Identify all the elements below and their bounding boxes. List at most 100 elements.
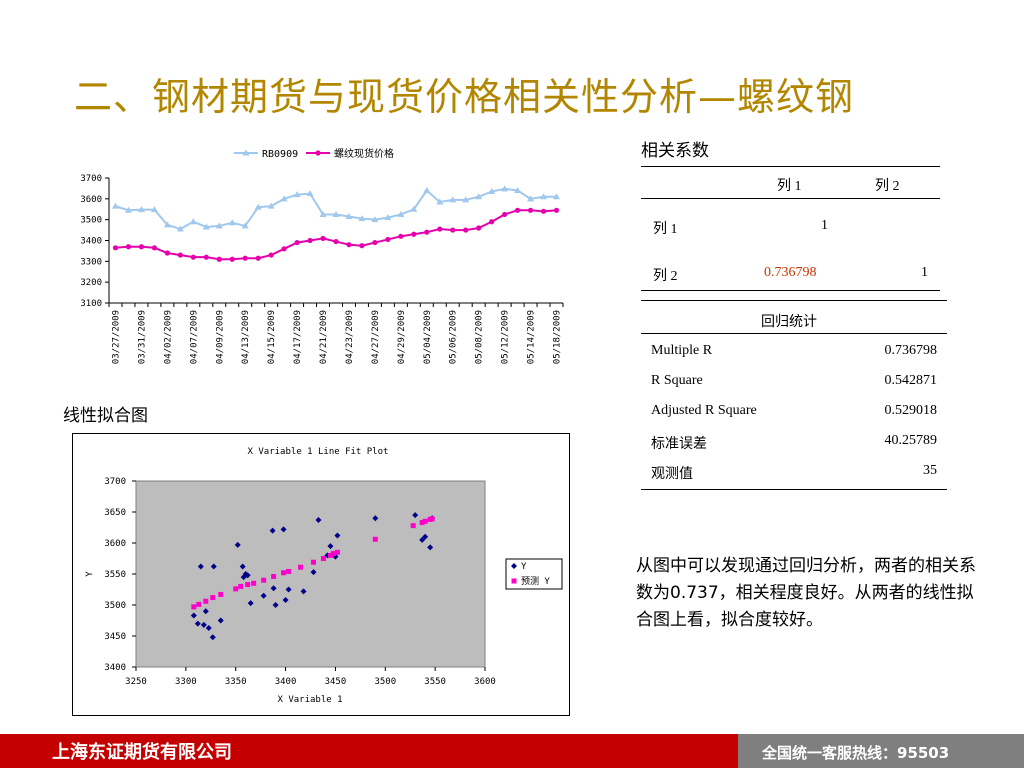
data-point — [307, 237, 313, 244]
predicted-point — [261, 577, 267, 583]
predicted-point — [281, 570, 287, 576]
table-rule — [641, 489, 947, 490]
data-point — [320, 235, 326, 242]
y-point — [209, 634, 216, 641]
y-tick-label: 3700 — [104, 477, 126, 487]
x-tick-label: 04/07/2009 — [189, 310, 199, 364]
data-point — [280, 195, 288, 202]
hotline-text: 全国统一客服热线：95503 — [762, 744, 950, 762]
regression-row-label: Multiple R — [651, 343, 713, 358]
data-point — [332, 210, 340, 217]
data-point — [281, 246, 287, 252]
legend-marker — [242, 149, 250, 156]
data-point — [111, 202, 119, 209]
data-point — [294, 239, 300, 246]
data-point — [112, 245, 119, 251]
y-point — [244, 572, 251, 579]
data-point — [410, 205, 418, 212]
data-point — [202, 223, 210, 230]
y-point — [205, 624, 212, 631]
data-point — [463, 227, 469, 233]
data-point — [372, 239, 378, 246]
predicted-point — [245, 582, 251, 588]
predicted-point — [196, 601, 202, 607]
data-point — [216, 256, 222, 262]
predicted-point — [310, 559, 316, 565]
data-point — [163, 221, 171, 228]
chart-title: X Variable 1 Line Fit Plot — [248, 447, 389, 457]
x-tick-label: 3350 — [225, 677, 247, 687]
data-point — [150, 206, 158, 213]
data-point — [540, 193, 548, 200]
y-tick-label: 3600 — [104, 539, 126, 549]
data-point — [527, 195, 535, 202]
data-point — [398, 233, 404, 239]
predicted-point — [191, 604, 197, 610]
data-point — [228, 219, 236, 226]
predicted-point — [203, 598, 209, 604]
x-tick-label: 04/15/2009 — [267, 310, 277, 364]
x-tick-label: 04/23/2009 — [345, 310, 355, 364]
x-tick-label: 05/12/2009 — [501, 310, 511, 364]
y-point — [200, 621, 207, 628]
data-point — [475, 193, 483, 200]
predicted-point — [286, 569, 292, 575]
corr-heading: 相关系数 — [641, 141, 709, 161]
regression-row-value: 35 — [923, 463, 937, 478]
data-point — [333, 238, 339, 245]
data-point — [527, 207, 534, 213]
y-tick-label: 3550 — [104, 570, 126, 580]
y-point — [194, 620, 201, 627]
legend-label: Y — [521, 562, 527, 572]
regression-row-value: 40.25789 — [884, 433, 938, 448]
y-point — [422, 533, 429, 540]
x-tick-label: 03/27/2009 — [111, 310, 121, 364]
regression-row-value: 0.542871 — [884, 373, 938, 388]
table-rule — [641, 333, 947, 334]
data-point — [242, 255, 248, 261]
y-axis-title: Y — [85, 571, 95, 577]
correlation-table: 列 1 列 2 列 1 1 列 2 0.736798 1 — [641, 166, 941, 292]
data-point — [254, 203, 262, 210]
data-point — [423, 187, 431, 193]
y-point — [270, 585, 277, 592]
data-point — [502, 211, 508, 218]
conclusion-text: 从图中可以发现通过回归分析，两者的相关系数为0.737，相关程度良好。从两者的线… — [636, 556, 976, 630]
data-point — [359, 243, 365, 249]
predicted-point — [327, 552, 333, 558]
x-tick-label: 3400 — [275, 677, 297, 687]
x-tick-label: 3450 — [325, 677, 347, 687]
table-rule — [641, 198, 940, 199]
data-point — [515, 207, 521, 213]
data-point — [385, 236, 391, 243]
slide-title: 二、钢材期货与现货价格相关性分析—螺纹钢 — [74, 75, 855, 119]
y-tick-label: 3100 — [80, 299, 102, 309]
y-point — [197, 563, 204, 570]
regression-row-value: 0.529018 — [884, 403, 938, 418]
y-point — [240, 574, 247, 581]
predicted-point — [251, 580, 257, 586]
x-tick-label: 05/08/2009 — [475, 310, 485, 364]
y-point — [310, 569, 317, 576]
y-point — [419, 536, 426, 543]
corr-row2-label: 列 2 — [653, 269, 678, 284]
fit-plot-label: 线性拟合图 — [63, 406, 148, 426]
data-point — [489, 219, 495, 225]
y-point — [239, 563, 246, 570]
data-point — [371, 216, 379, 223]
x-tick-label: 05/14/2009 — [527, 310, 537, 364]
x-tick-label: 04/29/2009 — [397, 310, 407, 364]
y-point — [282, 597, 289, 604]
company-name: 上海东证期货有限公司 — [52, 742, 232, 763]
predicted-point — [334, 549, 340, 555]
legend-label: 预测 Y — [521, 576, 550, 587]
y-point — [412, 512, 419, 519]
data-point — [319, 210, 327, 217]
data-point — [306, 190, 314, 197]
y-point — [260, 592, 267, 599]
regression-table: 回归统计 Multiple R 0.736798 R Square 0.542871 A… — [641, 300, 947, 490]
regression-row-label: 观测值 — [651, 467, 693, 482]
x-tick-label: 04/21/2009 — [319, 310, 329, 364]
y-tick-label: 3600 — [80, 195, 102, 205]
data-point — [267, 202, 275, 209]
